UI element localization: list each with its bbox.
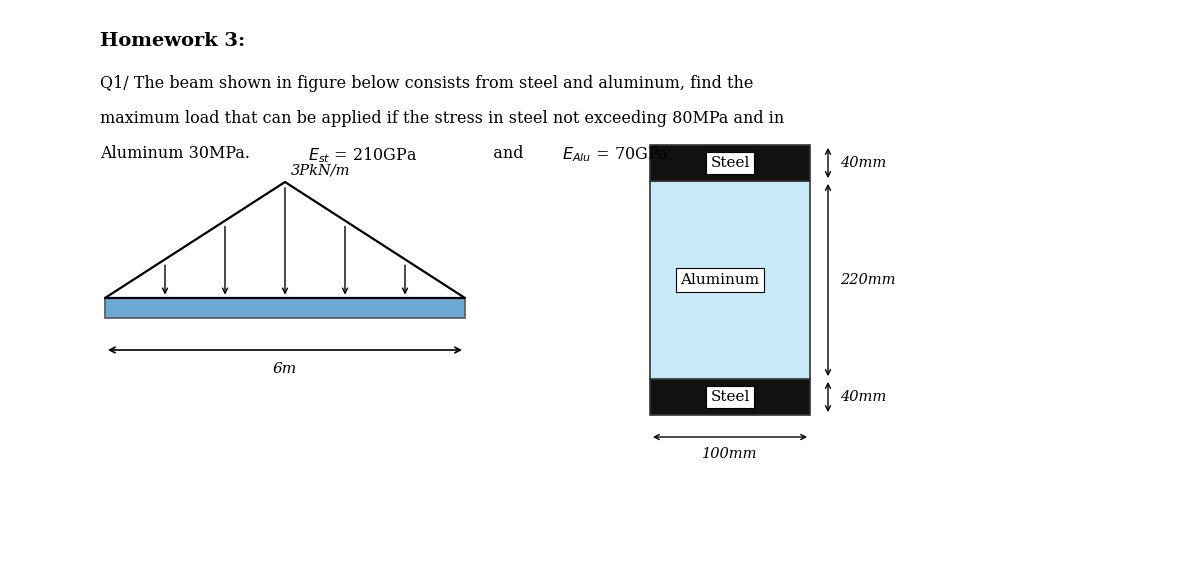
Text: $E_{Alu}$ = 70GPa: $E_{Alu}$ = 70GPa xyxy=(562,145,668,164)
Text: maximum load that can be applied if the stress in steel not exceeding 80MPa and : maximum load that can be applied if the … xyxy=(100,110,785,127)
Text: Aluminum: Aluminum xyxy=(680,273,760,287)
Bar xyxy=(650,145,810,181)
Bar xyxy=(106,298,466,318)
Text: 220mm: 220mm xyxy=(840,273,895,287)
Text: 3PkN/m: 3PkN/m xyxy=(292,163,350,177)
Bar xyxy=(650,181,810,379)
Text: Q1/ The beam shown in figure below consists from steel and aluminum, find the: Q1/ The beam shown in figure below consi… xyxy=(100,75,754,92)
Text: $E_{st}$ = 210GPa: $E_{st}$ = 210GPa xyxy=(308,145,418,165)
Text: Aluminum 30MPa.: Aluminum 30MPa. xyxy=(100,145,256,162)
Bar xyxy=(650,145,810,181)
Text: 40mm: 40mm xyxy=(840,156,887,170)
Bar xyxy=(650,379,810,415)
Text: Steel: Steel xyxy=(710,390,750,404)
Bar xyxy=(650,181,810,379)
Text: Homework 3:: Homework 3: xyxy=(100,32,245,50)
Text: 6m: 6m xyxy=(272,362,298,376)
Bar xyxy=(650,379,810,415)
Text: 100mm: 100mm xyxy=(702,447,757,461)
Text: 40mm: 40mm xyxy=(840,390,887,404)
Text: and: and xyxy=(478,145,523,162)
Text: Steel: Steel xyxy=(710,156,750,170)
